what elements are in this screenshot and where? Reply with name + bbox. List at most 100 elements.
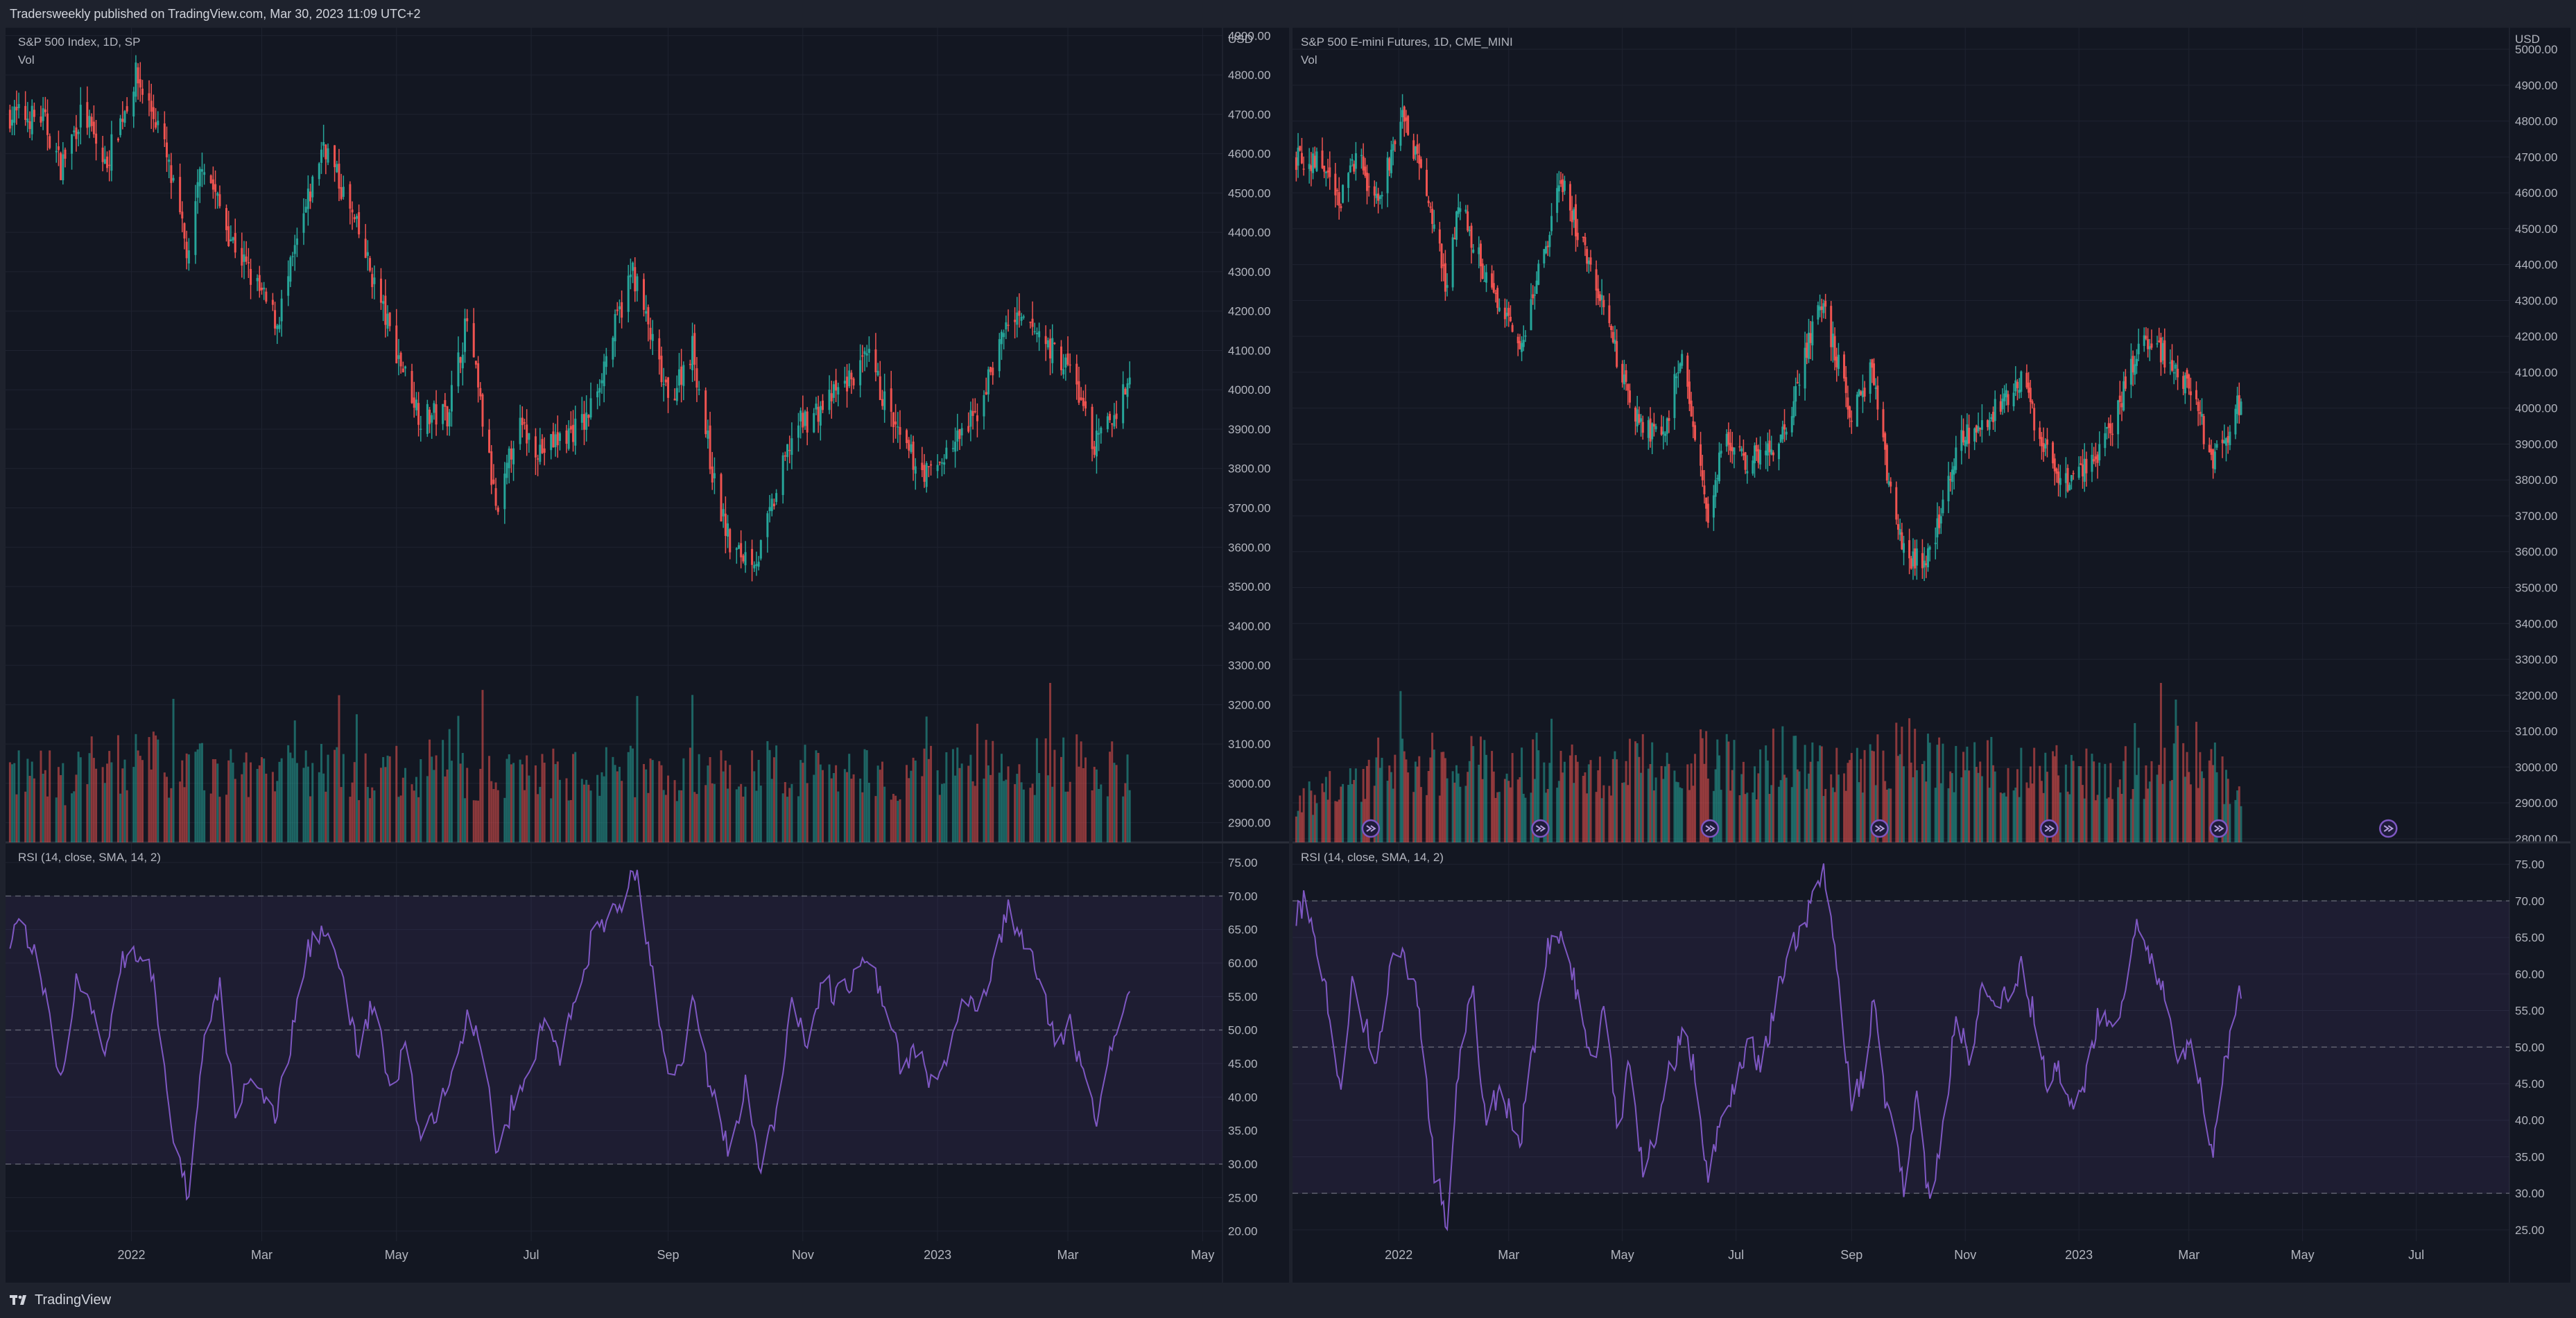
- candle-body: [302, 213, 305, 233]
- candle-body: [216, 193, 219, 196]
- volume-bar: [90, 736, 93, 842]
- volume-bar: [404, 768, 407, 842]
- candle-body: [1082, 397, 1084, 406]
- volume-bar: [227, 760, 230, 842]
- volume-bar: [33, 778, 35, 842]
- volume-bar: [2040, 781, 2043, 842]
- candle-body: [170, 165, 173, 183]
- rsi-tick-label: 35.00: [1228, 1125, 1258, 1138]
- candle-body: [2221, 440, 2224, 444]
- volume-bar: [1509, 787, 1512, 842]
- candle-body: [2042, 442, 2045, 452]
- volume-bar: [211, 758, 214, 842]
- volume-bar: [309, 796, 312, 842]
- chart-panel-es-futures[interactable]: 5000.00 4900.00 4800.00 4700.00 4600.00 4500.…: [1293, 28, 2570, 1283]
- volume-bar: [1649, 764, 1652, 842]
- volume-bar: [1973, 742, 1976, 842]
- volume-bar: [925, 716, 928, 842]
- chart-canvas[interactable]: 5000.004900.004800.004700.004600.004500.…: [1293, 28, 2570, 1283]
- volume-bar: [874, 796, 877, 842]
- volume-bar: [1483, 740, 1486, 842]
- candle-body: [938, 461, 941, 463]
- volume-bar: [1746, 792, 1749, 842]
- volume-bar: [1530, 792, 1532, 842]
- candle-body: [1453, 238, 1456, 239]
- candle-body: [1584, 236, 1587, 245]
- candle-body: [985, 392, 987, 395]
- volume-bar: [528, 775, 530, 842]
- volume-bar: [709, 757, 711, 842]
- candle-body: [2016, 381, 2019, 388]
- volume-bar: [1885, 790, 1888, 842]
- candle-body: [954, 442, 957, 452]
- price-tick-label: 3700.00: [2515, 510, 2557, 523]
- volume-bar: [1869, 744, 1872, 842]
- candle-body: [1366, 173, 1369, 191]
- volume-bar: [1366, 765, 1369, 842]
- volume-bar: [1740, 774, 1743, 842]
- candle-body: [464, 318, 467, 352]
- volume-bar: [1847, 763, 1849, 842]
- volume-bar: [1016, 774, 1019, 842]
- candle-body: [401, 368, 404, 372]
- candle-body: [1714, 480, 1717, 497]
- volume-bar: [1438, 795, 1441, 842]
- candle-body: [388, 312, 391, 327]
- volume-bar: [921, 776, 924, 842]
- volume-bar: [1299, 795, 1302, 842]
- volume-bar: [1819, 745, 1822, 842]
- price-tick-label: 4500.00: [1228, 187, 1270, 200]
- candle-body: [1457, 207, 1460, 214]
- candle-body: [1925, 563, 1928, 566]
- chart-panel-sp500-index[interactable]: 4900.00 4800.00 4700.00 4600.00 4500.00 4400.…: [6, 28, 1289, 1283]
- volume-bar: [784, 782, 786, 842]
- volume-bar: [461, 753, 464, 842]
- volume-bar: [936, 770, 939, 842]
- volume-bar: [616, 771, 619, 842]
- volume-bar: [1817, 761, 1819, 842]
- volume-bar: [241, 774, 243, 842]
- candle-body: [1755, 444, 1758, 452]
- volume-bar: [2031, 783, 2034, 842]
- candle-body: [1694, 425, 1697, 440]
- price-tick-label: 2800.00: [2515, 833, 2557, 846]
- volume-bar: [247, 797, 250, 842]
- candle-body: [729, 529, 732, 553]
- volume-bar: [263, 758, 266, 842]
- candle-body: [280, 298, 283, 322]
- volume-bar: [537, 794, 539, 842]
- chart-canvas[interactable]: 4900.004800.004700.004600.004500.004400.…: [6, 28, 1289, 1283]
- candle-body: [1951, 469, 1953, 482]
- volume-bar: [1496, 792, 1499, 842]
- rollover-icon: [1531, 819, 1550, 838]
- candle-body: [1718, 452, 1720, 482]
- price-tick-label: 2900.00: [2515, 797, 2557, 810]
- volume-bar: [897, 801, 899, 842]
- volume-bar: [2212, 765, 2215, 842]
- volume-bar: [2104, 763, 2107, 842]
- volume-bar: [2080, 766, 2082, 842]
- candle-body: [2053, 458, 2056, 471]
- candle-body: [1616, 340, 1618, 367]
- rsi-tick-label: 70.00: [2515, 894, 2545, 908]
- candle-body: [1390, 149, 1392, 173]
- candle-body: [355, 216, 358, 219]
- volume-bar: [766, 740, 769, 842]
- volume-bar: [137, 750, 139, 842]
- candle-body: [2040, 437, 2043, 446]
- candle-body: [1545, 246, 1548, 254]
- volume-bar: [1664, 766, 1667, 842]
- candle-body: [2077, 467, 2080, 478]
- volume-bar: [821, 770, 824, 842]
- candle-body: [1779, 434, 1782, 442]
- volume-bar: [552, 748, 555, 842]
- candle-body: [2132, 356, 2134, 373]
- candle-body: [664, 379, 667, 383]
- candle-body: [1334, 173, 1337, 196]
- candle-body: [1654, 426, 1657, 430]
- time-tick-label: 2023: [924, 1248, 951, 1262]
- candle-body: [956, 430, 959, 442]
- candle-body: [2025, 372, 2028, 388]
- candle-body: [1315, 151, 1318, 171]
- candle-body: [1483, 281, 1486, 282]
